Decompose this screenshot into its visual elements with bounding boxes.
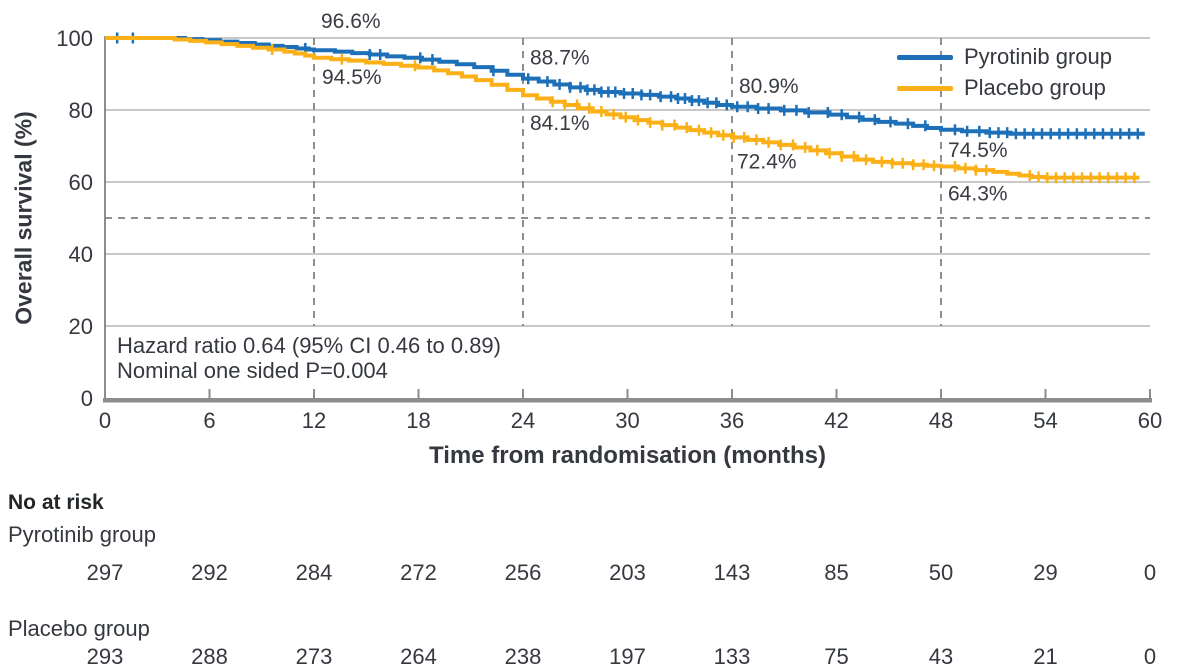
annotation-94-5pct: 94.5%	[322, 66, 382, 89]
x-tick-label-18: 18	[406, 408, 430, 433]
annotation-72-4pct: 72.4%	[737, 150, 797, 173]
stats-annotation: Hazard ratio 0.64 (95% CI 0.46 to 0.89) …	[117, 333, 501, 383]
x-axis-tick-6	[208, 389, 211, 398]
x-axis-tick-24	[522, 389, 524, 398]
x-axis-line	[103, 398, 1152, 403]
y-tick-label-100: 100	[56, 26, 93, 51]
x-tick-label-24: 24	[511, 408, 535, 433]
x-axis-tick-30	[626, 389, 629, 398]
p-value-text: Nominal one sided P=0.004	[117, 358, 388, 383]
annotation-64-3pct: 64.3%	[948, 183, 1008, 206]
x-axis-tick-48	[940, 389, 942, 398]
x-axis-tick-18	[417, 389, 420, 398]
legend-item-placebo-group: Placebo group	[897, 75, 1112, 101]
x-tick-label-12: 12	[302, 408, 326, 433]
x-tick-label-42: 42	[824, 408, 848, 433]
x-axis-tick-42	[835, 389, 838, 398]
x-tick-label-60: 60	[1138, 408, 1162, 433]
hazard-ratio-text: Hazard ratio 0.64 (95% CI 0.46 to 0.89)	[117, 333, 501, 358]
x-tick-label-48: 48	[929, 408, 953, 433]
x-tick-label-36: 36	[720, 408, 744, 433]
legend: Pyrotinib group Placebo group	[897, 44, 1112, 106]
annotation-88-7pct: 88.7%	[530, 47, 590, 70]
legend-swatch-placebo-group	[897, 85, 953, 91]
x-axis-tick-60	[1149, 389, 1151, 398]
x-axis-tick-0	[104, 389, 106, 398]
legend-item-pyrotinib-group: Pyrotinib group	[897, 44, 1112, 70]
legend-label-placebo-group: Placebo group	[964, 75, 1106, 100]
x-axis-tick-54	[1044, 389, 1047, 398]
x-axis-tick-36	[731, 389, 733, 398]
x-tick-label-6: 6	[203, 408, 215, 433]
x-axis-tick-12	[313, 389, 315, 398]
y-axis-line	[104, 36, 106, 402]
x-axis-title: Time from randomisation (months)	[429, 442, 826, 469]
y-tick-label-80: 80	[69, 98, 93, 123]
annotation-80-9pct: 80.9%	[739, 75, 799, 98]
y-tick-label-60: 60	[69, 170, 93, 195]
legend-label-pyrotinib-group: Pyrotinib group	[964, 44, 1112, 69]
x-tick-label-30: 30	[615, 408, 639, 433]
y-tick-label-20: 20	[69, 314, 93, 339]
annotation-74-5pct: 74.5%	[948, 139, 1008, 162]
legend-swatch-pyrotinib-group	[897, 54, 953, 60]
y-axis-title: Overall survival (%)	[10, 111, 37, 325]
annotation-96-6pct: 96.6%	[321, 10, 381, 33]
annotation-84-1pct: 84.1%	[530, 112, 590, 135]
x-tick-label-54: 54	[1033, 408, 1057, 433]
x-tick-label-0: 0	[99, 408, 111, 433]
y-tick-label-40: 40	[69, 242, 93, 267]
y-tick-label-0: 0	[81, 386, 93, 411]
